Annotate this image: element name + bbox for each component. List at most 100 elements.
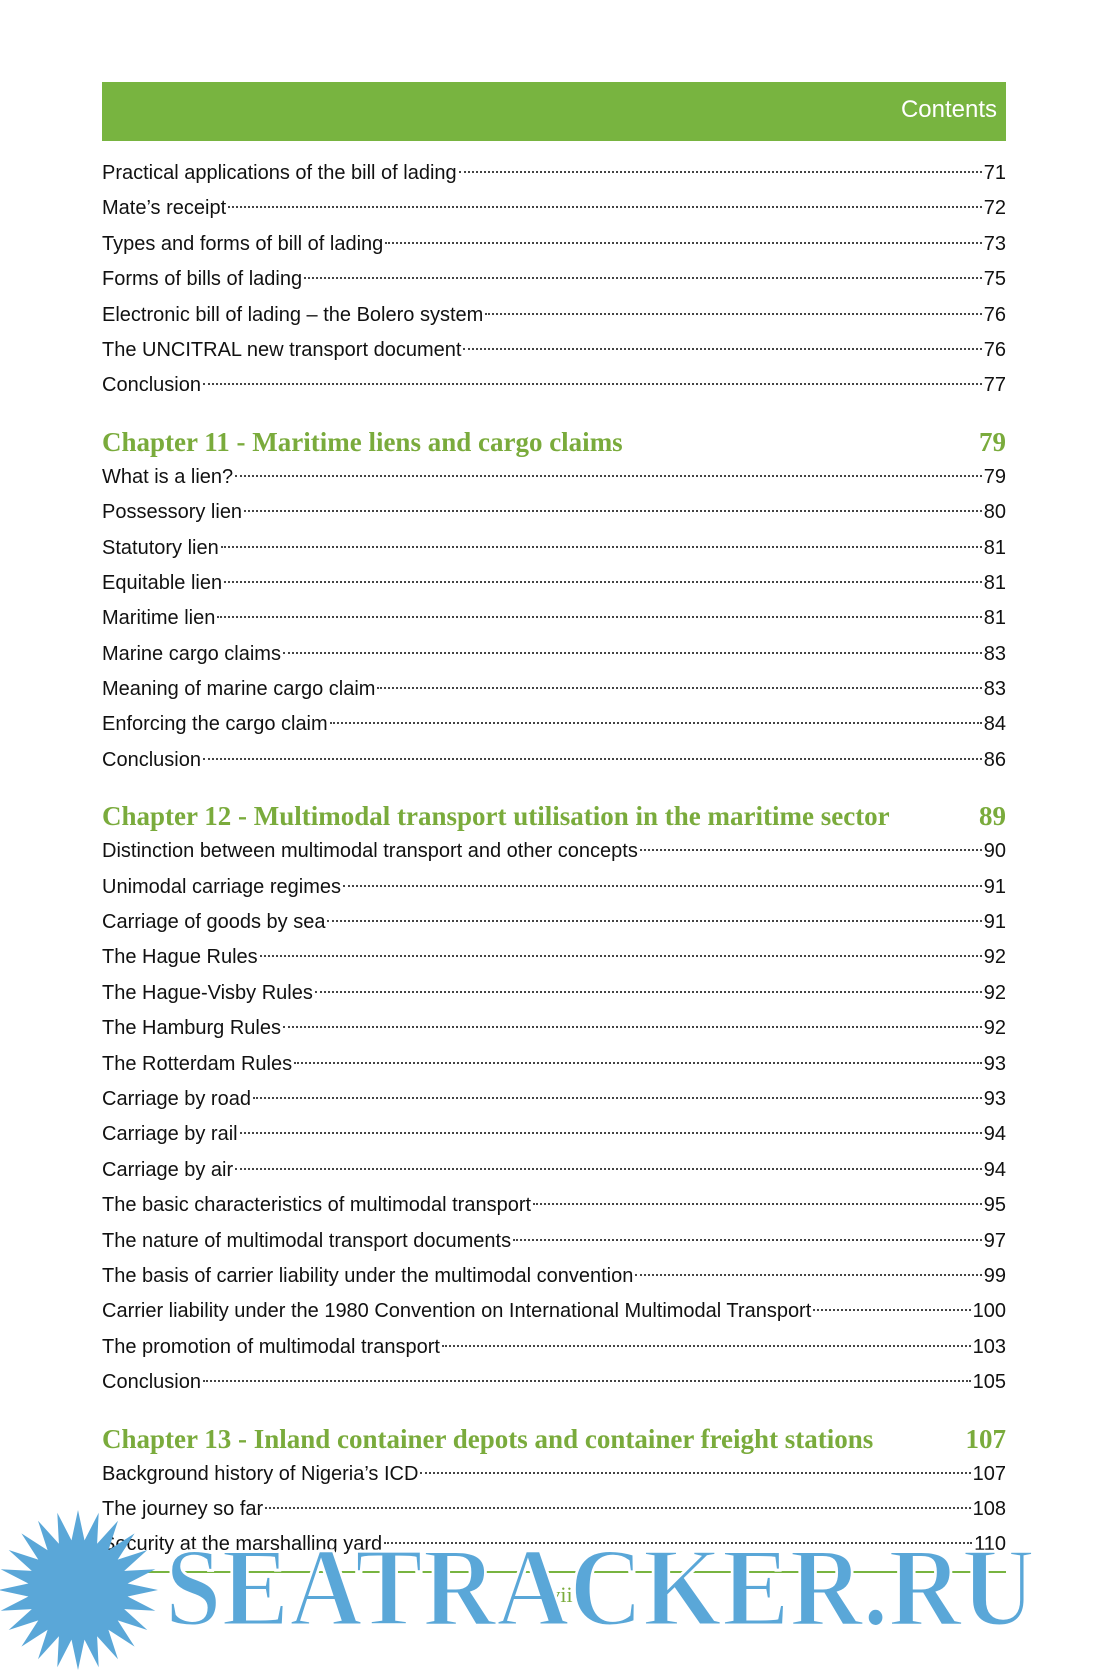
entry-page: 71 bbox=[983, 162, 1006, 184]
chapter-heading: Chapter 11 - Maritime liens and cargo cl… bbox=[102, 424, 1006, 460]
toc-entry: The basic characteristics of multimodal … bbox=[102, 1188, 1006, 1223]
entry-page: 79 bbox=[983, 465, 1006, 488]
sun-icon bbox=[0, 1510, 158, 1670]
dot-leader bbox=[420, 1471, 971, 1474]
footer-rule bbox=[102, 1571, 1006, 1573]
dot-leader bbox=[265, 1506, 971, 1509]
dot-leader bbox=[202, 383, 982, 386]
entry-title: Types and forms of bill of lading bbox=[102, 232, 384, 255]
entry-page: 97 bbox=[983, 1229, 1006, 1252]
entry-title: The basic characteristics of multimodal … bbox=[102, 1194, 532, 1217]
entry-page: 75 bbox=[983, 268, 1006, 291]
dot-leader bbox=[228, 206, 982, 209]
dot-leader bbox=[239, 1132, 982, 1135]
dot-leader bbox=[224, 580, 982, 583]
entry-page: 86 bbox=[983, 748, 1006, 771]
entry-page: 80 bbox=[983, 501, 1006, 524]
chapter-title: Chapter 12 - Multimodal transport utilis… bbox=[102, 801, 890, 832]
dot-leader bbox=[259, 955, 982, 958]
entry-title: Unimodal carriage regimes bbox=[102, 875, 341, 898]
dot-leader bbox=[533, 1203, 982, 1206]
chapter-page: 107 bbox=[965, 1423, 1007, 1454]
toc-entry: Enforcing the cargo claim 84 bbox=[102, 707, 1006, 742]
toc-entry: Conclusion 86 bbox=[102, 743, 1006, 778]
toc-entry: The Hamburg Rules 92 bbox=[102, 1011, 1006, 1046]
dot-leader bbox=[813, 1309, 971, 1312]
entry-title: Carriage by rail bbox=[102, 1123, 238, 1146]
toc-entry: Practical applications of the bill of la… bbox=[102, 156, 1006, 191]
entry-title: The nature of multimodal transport docum… bbox=[102, 1229, 512, 1252]
chapter-page: 79 bbox=[979, 426, 1006, 457]
dot-leader bbox=[304, 277, 982, 280]
toc-entry: Carriage of goods by sea 91 bbox=[102, 905, 1006, 940]
entry-title: Electronic bill of lading – the Bolero s… bbox=[102, 303, 484, 326]
entry-page: 100 bbox=[972, 1300, 1006, 1323]
toc-entry: What is a lien? 79 bbox=[102, 460, 1006, 495]
entry-title: The Hague-Visby Rules bbox=[102, 981, 313, 1004]
entry-page: 93 bbox=[983, 1052, 1006, 1075]
entry-title: Enforcing the cargo claim bbox=[102, 713, 328, 736]
entry-title: The Rotterdam Rules bbox=[102, 1052, 293, 1075]
dot-leader bbox=[384, 1542, 973, 1545]
dot-leader bbox=[314, 990, 982, 993]
toc-entry: Carrier liability under the 1980 Convent… bbox=[102, 1294, 1006, 1329]
toc-entry: Conclusion 77 bbox=[102, 368, 1006, 403]
dot-leader bbox=[202, 757, 982, 760]
entry-page: 92 bbox=[983, 981, 1006, 1004]
chapter-page: 89 bbox=[979, 801, 1006, 832]
entry-title: Carriage by air bbox=[102, 1158, 234, 1181]
entry-title: Equitable lien bbox=[102, 571, 223, 594]
entry-page: 93 bbox=[983, 1087, 1006, 1110]
entry-title: Forms of bills of lading bbox=[102, 268, 303, 291]
entry-page: 108 bbox=[972, 1497, 1006, 1520]
chapter-title: Chapter 13 - Inland container depots and… bbox=[102, 1423, 874, 1454]
dot-leader bbox=[441, 1344, 971, 1347]
watermark: SEATRACKER.RU bbox=[0, 1510, 1037, 1670]
dot-leader bbox=[282, 1026, 982, 1029]
entry-page: 91 bbox=[983, 911, 1006, 934]
entry-page: 92 bbox=[983, 946, 1006, 969]
dot-leader bbox=[639, 849, 982, 852]
dot-leader bbox=[202, 1380, 971, 1383]
entry-page: 84 bbox=[983, 713, 1006, 736]
dot-leader bbox=[235, 474, 982, 477]
entry-page: 105 bbox=[972, 1371, 1006, 1394]
dot-leader bbox=[463, 347, 982, 350]
toc-entry: Types and forms of bill of lading 73 bbox=[102, 227, 1006, 262]
entry-page: 107 bbox=[972, 1462, 1006, 1485]
toc-entry: Carriage by air 94 bbox=[102, 1153, 1006, 1188]
entry-title: Marine cargo claims bbox=[102, 642, 281, 665]
entry-page: 110 bbox=[974, 1533, 1006, 1556]
entry-page: 91 bbox=[983, 875, 1006, 898]
table-of-contents: Practical applications of the bill of la… bbox=[102, 156, 1006, 1563]
entry-page: 92 bbox=[983, 1017, 1006, 1040]
toc-entry: The promotion of multimodal transport 103 bbox=[102, 1330, 1006, 1365]
dot-leader bbox=[385, 241, 982, 244]
entry-page: 83 bbox=[983, 678, 1006, 701]
entry-title: Possessory lien bbox=[102, 501, 243, 524]
entry-title: Conclusion bbox=[102, 374, 201, 397]
dot-leader bbox=[485, 312, 982, 315]
entry-title: Mate’s receipt bbox=[102, 197, 227, 220]
chapter-heading: Chapter 13 - Inland container depots and… bbox=[102, 1421, 1006, 1457]
toc-entry: The Hague-Visby Rules 92 bbox=[102, 976, 1006, 1011]
dot-leader bbox=[377, 687, 982, 690]
entry-page: 72 bbox=[983, 197, 1006, 220]
header-title: Contents bbox=[900, 96, 997, 123]
entry-page: 77 bbox=[983, 374, 1006, 397]
entry-title: Carrier liability under the 1980 Convent… bbox=[102, 1300, 812, 1323]
toc-entry: Mate’s receipt 72 bbox=[102, 191, 1006, 226]
toc-entry: Equitable lien 81 bbox=[102, 566, 1006, 601]
entry-title: Practical applications of the bill of la… bbox=[102, 162, 457, 184]
dot-leader bbox=[327, 920, 982, 923]
toc-entry: The Hague Rules 92 bbox=[102, 940, 1006, 975]
entry-title: Meaning of marine cargo claim bbox=[102, 678, 376, 701]
entry-title: The UNCITRAL new transport document bbox=[102, 338, 462, 361]
entry-title: Conclusion bbox=[102, 1371, 201, 1394]
toc-entry: Electronic bill of lading – the Bolero s… bbox=[102, 298, 1006, 333]
toc-entry: Marine cargo claims 83 bbox=[102, 637, 1006, 672]
entry-page: 76 bbox=[983, 303, 1006, 326]
entry-page: 99 bbox=[983, 1264, 1006, 1287]
toc-entry: Distinction between multimodal transport… bbox=[102, 834, 1006, 869]
toc-entry: Unimodal carriage regimes 91 bbox=[102, 870, 1006, 905]
